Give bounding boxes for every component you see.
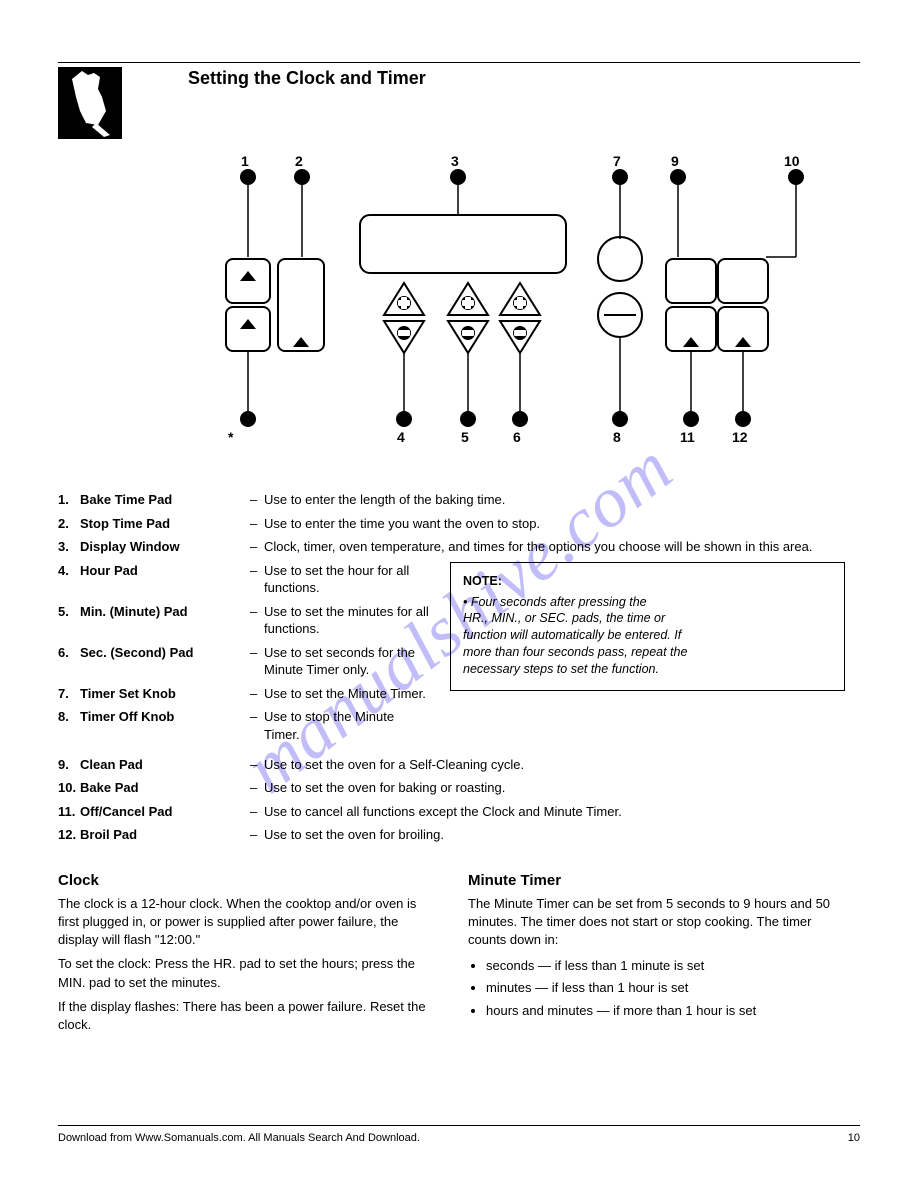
callout-11: 11 <box>680 429 695 445</box>
list-item: 6.Sec. (Second) Pad–Use to set seconds f… <box>58 644 430 679</box>
clock-section: Clock The clock is a 12-hour clock. When… <box>58 854 428 1040</box>
note-box: NOTE: • Four seconds after pressing the … <box>450 562 845 691</box>
list-item: 1.Bake Time Pad–Use to enter the length … <box>58 491 860 509</box>
timer-section: Minute Timer The Minute Timer can be set… <box>468 854 850 1040</box>
timer-heading: Minute Timer <box>468 872 850 889</box>
callout-2: 2 <box>295 153 303 169</box>
controls-list: 1.Bake Time Pad–Use to enter the length … <box>58 491 860 556</box>
section-title: Setting the Clock and Timer <box>188 68 426 89</box>
page-content: Setting the Clock and Timer <box>58 62 860 1040</box>
callout-5: 5 <box>461 429 469 445</box>
list-item: 9.Clean Pad–Use to set the oven for a Se… <box>58 756 860 774</box>
callout-12: 12 <box>732 429 748 445</box>
page-footer: Download from Www.Somanuals.com. All Man… <box>58 1125 860 1144</box>
clock-heading: Clock <box>58 872 428 889</box>
list-item: 5.Min. (Minute) Pad–Use to set the minut… <box>58 603 430 638</box>
list-item: minutes — if less than 1 hour is set <box>486 977 850 999</box>
callout-note-left: * <box>228 429 233 445</box>
list-item: 4.Hour Pad–Use to set the hour for all f… <box>58 562 430 597</box>
callout-10: 10 <box>784 153 800 169</box>
callout-6: 6 <box>513 429 521 445</box>
list-item: 8.Timer Off Knob–Use to stop the Minute … <box>58 708 430 743</box>
controls-list-left: 4.Hour Pad–Use to set the hour for all f… <box>58 562 430 750</box>
callout-9: 9 <box>671 153 679 169</box>
callout-1: 1 <box>241 153 249 169</box>
top-rule <box>58 62 860 63</box>
control-panel-diagram: 1 2 3 7 9 10 * 4 5 6 8 11 12 <box>168 147 808 467</box>
list-item: 7.Timer Set Knob–Use to set the Minute T… <box>58 685 430 703</box>
list-item: 12.Broil Pad–Use to set the oven for bro… <box>58 826 860 844</box>
note-title: NOTE: <box>463 573 832 590</box>
list-item: hours and minutes — if more than 1 hour … <box>486 1000 850 1022</box>
callout-7: 7 <box>613 153 621 169</box>
callout-8: 8 <box>613 429 621 445</box>
list-item: 11.Off/Cancel Pad–Use to cancel all func… <box>58 803 860 821</box>
list-item: 3.Display Window–Clock, timer, oven temp… <box>58 538 860 556</box>
list-item: 2.Stop Time Pad–Use to enter the time yo… <box>58 515 860 533</box>
list-item: seconds — if less than 1 minute is set <box>486 955 850 977</box>
callout-3: 3 <box>451 153 459 169</box>
callout-4: 4 <box>397 429 405 445</box>
controls-list-lower: 9.Clean Pad–Use to set the oven for a Se… <box>58 756 860 844</box>
footer-left: Download from Www.Somanuals.com. All Man… <box>58 1132 420 1144</box>
hand-press-icon <box>58 67 122 139</box>
list-item: 10.Bake Pad–Use to set the oven for baki… <box>58 779 860 797</box>
page-number: 10 <box>848 1132 860 1144</box>
